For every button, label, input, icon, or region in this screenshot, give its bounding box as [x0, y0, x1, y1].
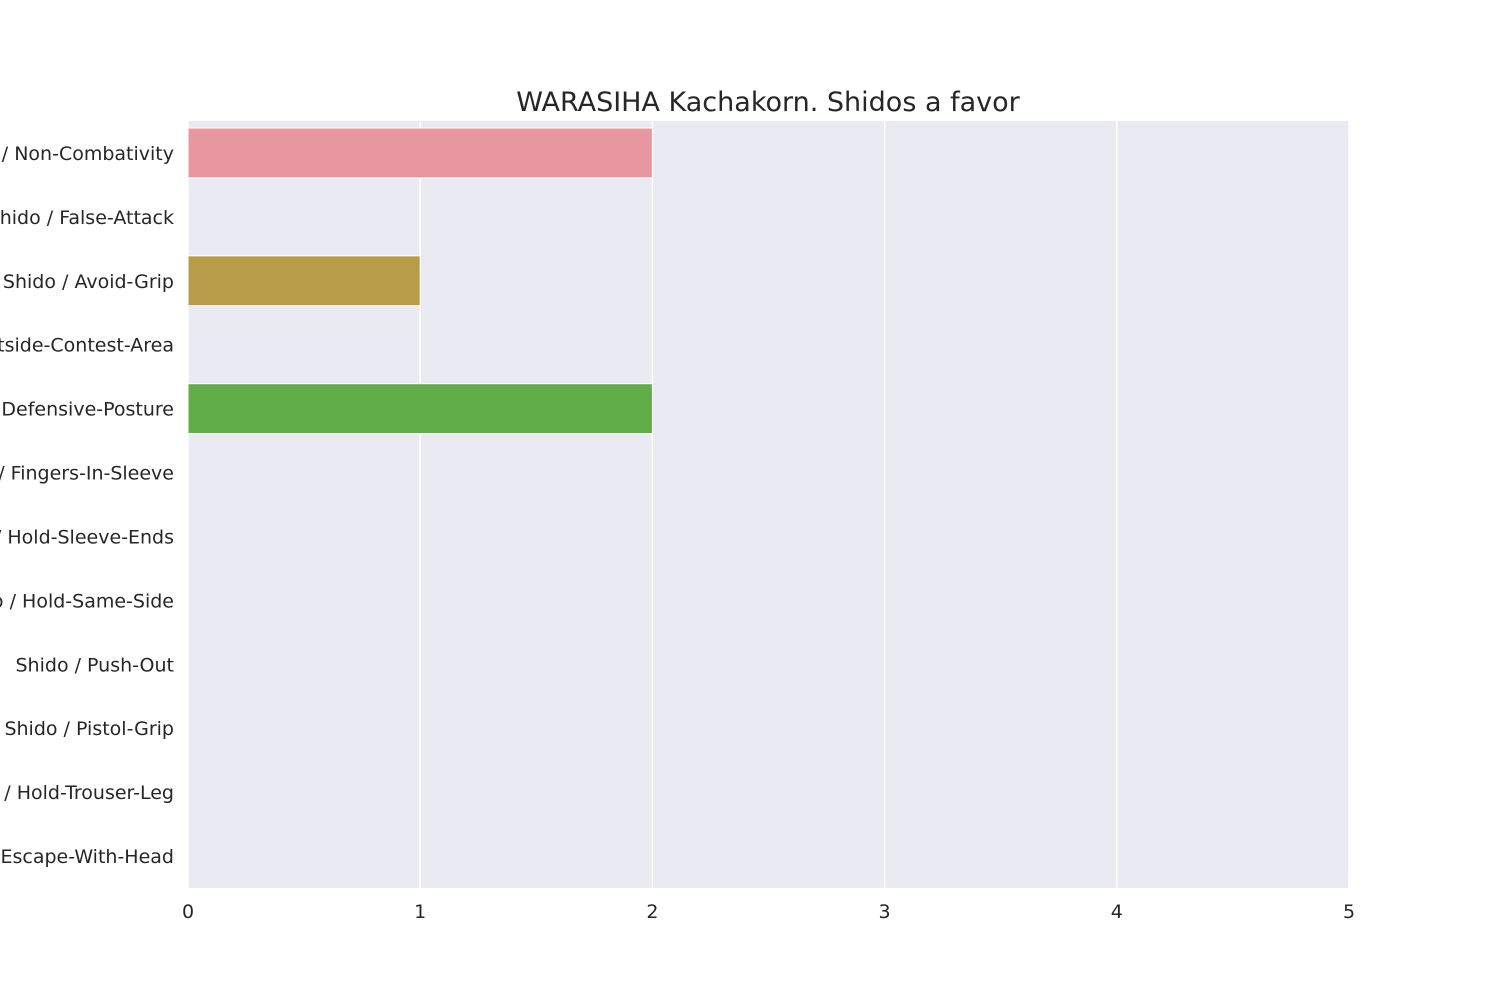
x-tick-labels: 0 1 2 3 4 5: [182, 901, 1355, 923]
x-tick-label: 1: [414, 901, 426, 923]
x-tick-label: 3: [879, 901, 891, 923]
category-label: Shido / Fingers-In-Sleeve: [0, 463, 174, 485]
x-tick-label: 5: [1343, 901, 1355, 923]
category-label: Shido / Non-Combativity: [0, 143, 174, 165]
category-label: Shido / Defensive-Posture: [0, 399, 174, 421]
category-labels: Shido / Non-Combativity Shido / False-Att…: [0, 143, 174, 868]
x-tick-label: 4: [1111, 901, 1123, 923]
category-label: Shido / Pistol-Grip: [4, 718, 174, 740]
x-gridlines: [187, 121, 1350, 888]
category-label: Shido / False-Attack: [0, 207, 174, 229]
category-label: Shido / Hold-Sleeve-Ends: [0, 526, 174, 548]
chart-title: WARASIHA Kachakorn. Shidos a favor: [516, 87, 1020, 118]
x-tick-label: 0: [182, 901, 194, 923]
bars: [187, 127, 653, 435]
category-label: Shido / Hold-Trouser-Leg: [0, 782, 174, 804]
category-label: Shido / Outside-Contest-Area: [0, 335, 174, 357]
bar: [187, 127, 653, 179]
category-label: Shido / Escape-With-Head: [0, 846, 174, 868]
bar: [187, 383, 653, 435]
plot-background: [188, 121, 1349, 888]
x-tick-label: 2: [646, 901, 658, 923]
category-label: Shido / Avoid-Grip: [3, 271, 174, 293]
category-label: Shido / Push-Out: [16, 654, 175, 676]
bar: [187, 255, 421, 307]
category-label: Shido / Hold-Same-Side: [0, 590, 174, 612]
